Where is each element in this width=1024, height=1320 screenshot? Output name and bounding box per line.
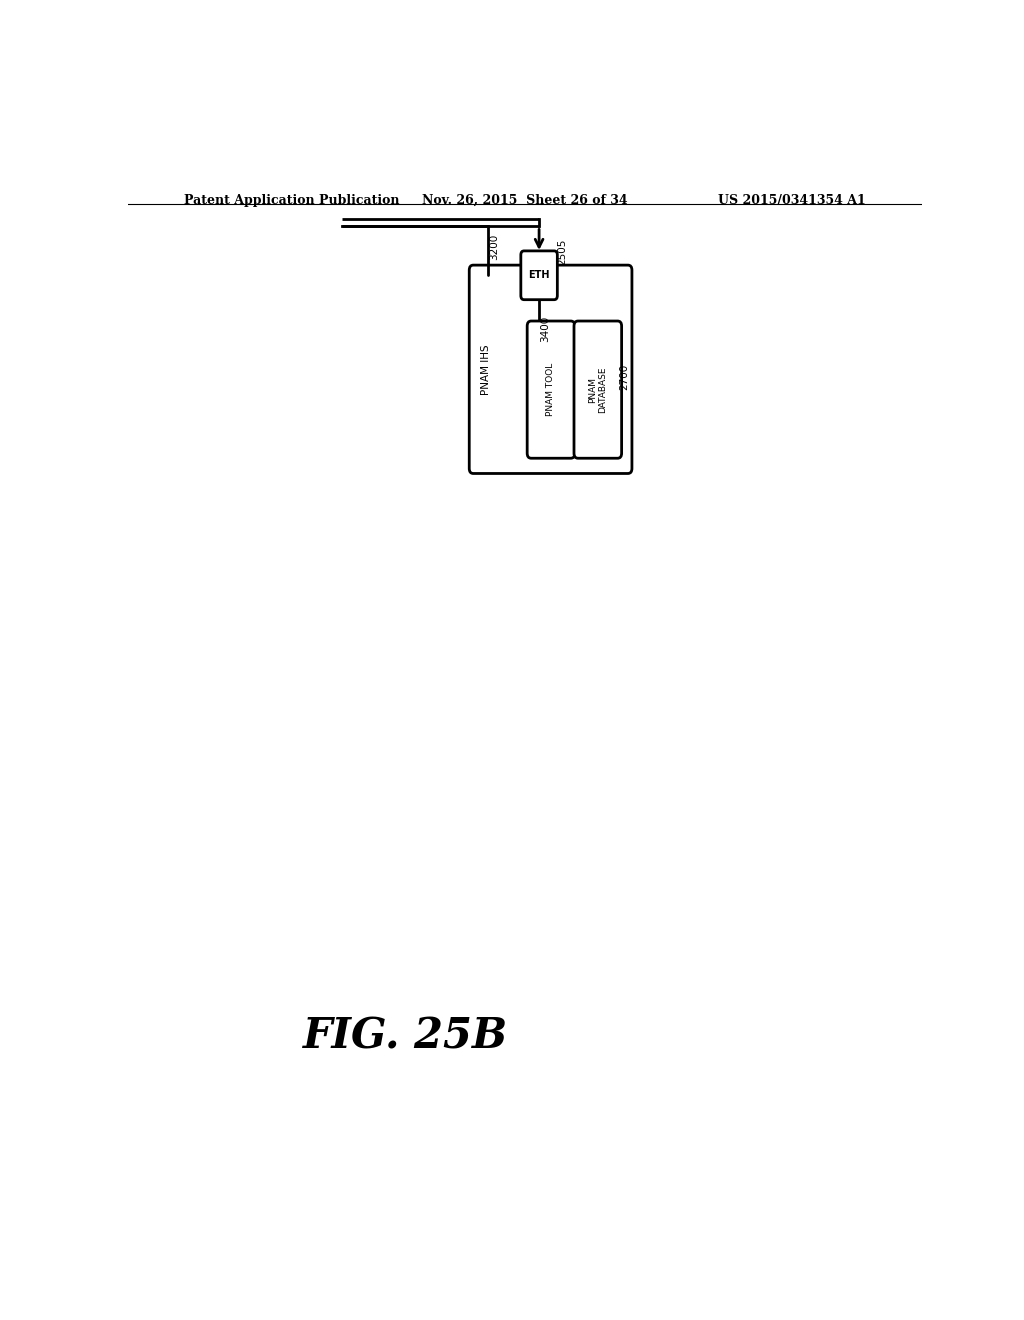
- Text: ETH: ETH: [528, 271, 550, 280]
- FancyBboxPatch shape: [527, 321, 574, 458]
- Text: FIG. 25B: FIG. 25B: [303, 1016, 508, 1057]
- Text: PNAM
DATABASE: PNAM DATABASE: [588, 367, 607, 413]
- Text: 3400: 3400: [541, 315, 551, 342]
- Text: Patent Application Publication: Patent Application Publication: [183, 194, 399, 207]
- FancyBboxPatch shape: [574, 321, 622, 458]
- Text: PNAM IHS: PNAM IHS: [481, 345, 490, 395]
- FancyBboxPatch shape: [521, 251, 557, 300]
- Text: Nov. 26, 2015  Sheet 26 of 34: Nov. 26, 2015 Sheet 26 of 34: [422, 194, 628, 207]
- Text: 2505: 2505: [557, 239, 567, 265]
- Text: US 2015/0341354 A1: US 2015/0341354 A1: [718, 194, 866, 207]
- Text: 3200: 3200: [488, 234, 499, 260]
- Text: 2700: 2700: [618, 364, 629, 389]
- Text: PNAM TOOL: PNAM TOOL: [547, 363, 555, 416]
- FancyBboxPatch shape: [469, 265, 632, 474]
